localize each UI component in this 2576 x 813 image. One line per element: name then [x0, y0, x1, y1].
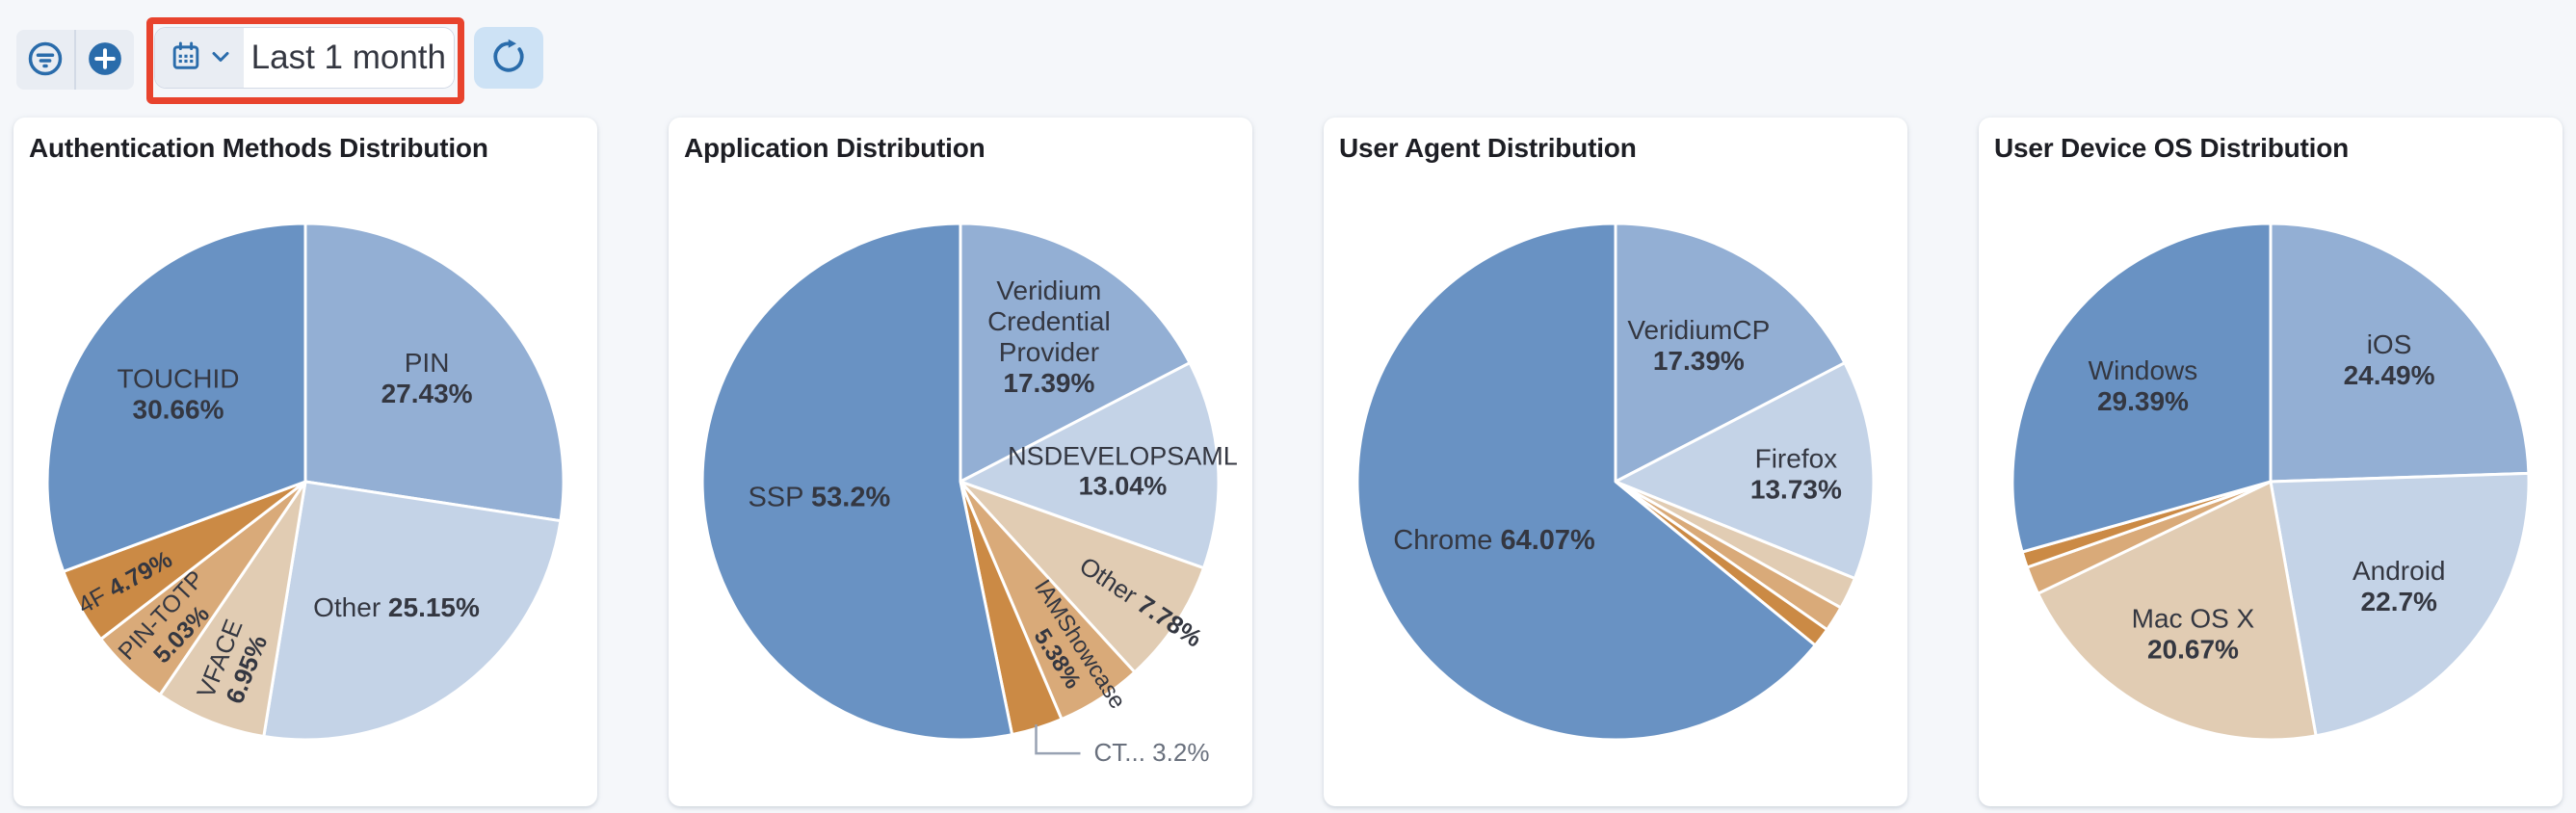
date-quick-select-button[interactable]: [155, 28, 244, 88]
pie-label-Veridium Credential Provider: 17.39%: [1003, 368, 1094, 398]
dashboard-panels: PIN 27.43% Other 25.15% VFACE 6.95% PIN-TOTP 5…: [13, 118, 2563, 806]
refresh-icon: [489, 38, 528, 79]
pie-label-Other: Other 25.15%: [313, 592, 480, 622]
pie-slice-iOS[interactable]: [2269, 222, 2531, 484]
pie-label-Android: 22.7%: [2361, 587, 2437, 616]
pie-slice-Chrome[interactable]: [1355, 222, 1817, 742]
pie-label-TOUCHID: 30.66%: [133, 394, 224, 424]
filter-button[interactable]: [16, 30, 74, 90]
panel-user-device-os: iOS 24.49% Android 22.7% Mac OS X 20.67% Windo…: [1979, 118, 2563, 806]
pie-label-Firefox: 13.73%: [1750, 474, 1842, 504]
pie-slice-Windows[interactable]: [2011, 222, 2273, 554]
toolbar: Last 1 month: [0, 0, 2576, 118]
pie-slice-Other[interactable]: [262, 480, 563, 742]
panel-title: User Device OS Distribution: [1994, 133, 2350, 163]
panel-application: Veridium Credential Provider 17.39% NSDEVELO…: [669, 118, 1252, 806]
plus-circle-icon: [86, 39, 124, 81]
pie-slice-VFACE[interactable]: [158, 480, 307, 738]
pie-slice-Android[interactable]: [2269, 471, 2531, 738]
pie-label-NSDEVELOPSAML: 13.04%: [1079, 472, 1168, 501]
button-group-divider: [74, 30, 76, 90]
add-filter-button[interactable]: [76, 30, 134, 90]
date-picker: Last 1 month: [154, 27, 455, 89]
pie-label-TOUCHID: TOUCHID: [117, 363, 239, 393]
pie-label-VeridiumCP: 17.39%: [1653, 346, 1745, 376]
filter-circle-icon: [26, 39, 65, 81]
pie-label-Veridium Credential Provider: Veridium: [996, 275, 1101, 305]
pie-label-NSDEVELOPSAML: NSDEVELOPSAML: [1008, 442, 1238, 471]
panel-authentication-methods: PIN 27.43% Other 25.15% VFACE 6.95% PIN-TOTP 5…: [13, 118, 597, 806]
pie-label-Android: Android: [2353, 556, 2446, 586]
panel-title: Application Distribution: [684, 133, 986, 163]
pie-label-Chrome: Chrome 64.07%: [1393, 525, 1595, 556]
pie-label-Mac OS X: Mac OS X: [2132, 604, 2255, 634]
pie-label-PIN: 27.43%: [381, 379, 473, 408]
panel-title: User Agent Distribution: [1339, 133, 1637, 163]
pie-label-Windows: Windows: [2089, 355, 2198, 385]
pie-label-leader-line: [1035, 724, 1081, 755]
pie-label-PIN: PIN: [405, 348, 450, 378]
pie-label-iOS: iOS: [2367, 329, 2412, 359]
panel-title: Authentication Methods Distribution: [29, 133, 488, 163]
pie-label-Veridium Credential Provider: Provider: [999, 337, 1099, 367]
pie-slice-Veridium Credential Provider[interactable]: [959, 222, 1192, 484]
panel-user-agent: VeridiumCP 17.39% Firefox 13.73% Chrome 64.0…: [1324, 118, 1907, 806]
pie-slice-PIN[interactable]: [303, 222, 565, 523]
refresh-button[interactable]: [474, 27, 543, 89]
date-range-value[interactable]: Last 1 month: [243, 28, 454, 88]
pie-slice-VeridiumCP[interactable]: [1614, 222, 1847, 484]
pie-label-Firefox: Firefox: [1755, 443, 1838, 473]
pie-label-Veridium Credential Provider: Credential: [987, 306, 1111, 336]
pie-label-SSP: SSP 53.2%: [748, 482, 890, 512]
calendar-icon: [169, 39, 203, 77]
pie-slice-NSDEVELOPSAML[interactable]: [959, 361, 1221, 570]
pie-label-Mac OS X: 20.67%: [2147, 635, 2239, 665]
pie-label-iOS: 24.49%: [2344, 360, 2435, 390]
pie-slice-Firefox[interactable]: [1614, 361, 1876, 580]
chevron-down-icon: [211, 50, 230, 66]
filter-button-group: [16, 30, 134, 90]
pie-slice-Other[interactable]: [959, 480, 1205, 674]
pie-slice-TOUCHID[interactable]: [45, 222, 307, 573]
pie-label-CT...: CT... 3.2%: [1094, 738, 1210, 767]
pie-label-VeridiumCP: VeridiumCP: [1627, 315, 1770, 345]
pie-label-Windows: 29.39%: [2097, 386, 2189, 416]
pie-slice-SSP[interactable]: [700, 222, 1014, 742]
annotation-highlight-box: Last 1 month: [146, 17, 464, 104]
pie-slice-Mac OS X[interactable]: [2037, 480, 2318, 742]
